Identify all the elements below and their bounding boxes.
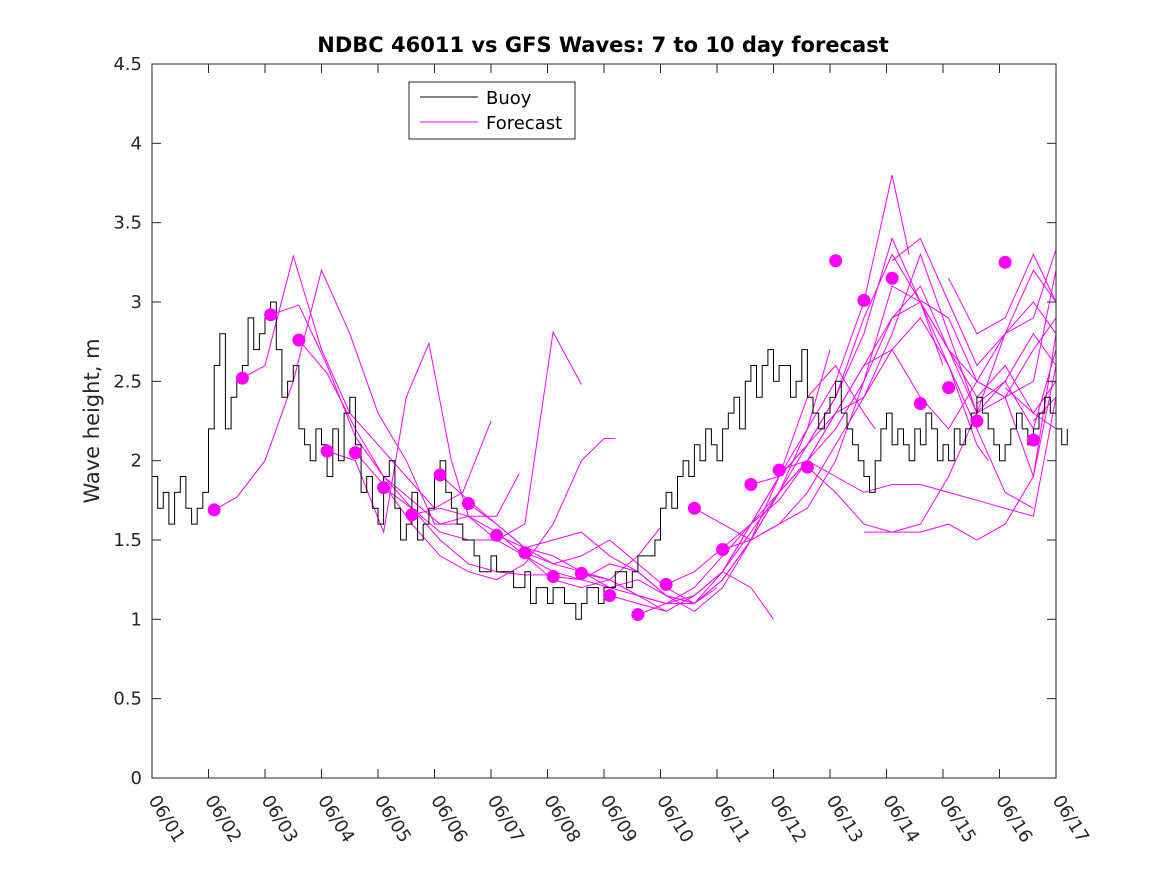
x-tick-label: 06/10 (652, 792, 697, 847)
forecast-marker (574, 566, 588, 580)
y-tick-label: 4 (131, 133, 142, 154)
forecast-marker (800, 460, 814, 474)
x-tick-label: 06/16 (991, 792, 1036, 847)
chart-title: NDBC 46011 vs GFS Waves: 7 to 10 day for… (317, 33, 888, 57)
x-tick-label: 06/13 (822, 792, 867, 847)
forecast-marker (433, 468, 447, 482)
forecast-marker (998, 255, 1012, 269)
forecast-line (468, 349, 831, 613)
x-tick-label: 06/11 (709, 792, 754, 847)
forecast-marker (744, 477, 758, 491)
x-tick-label: 06/07 (483, 792, 528, 847)
x-tick-label: 06/15 (935, 792, 980, 847)
forecast-line (609, 317, 1034, 612)
forecast-line (553, 237, 944, 604)
y-axis-label: Wave height, m (80, 338, 104, 503)
forecast-line (326, 330, 582, 541)
forecast-line (581, 253, 989, 612)
x-tick-label: 06/04 (313, 792, 358, 847)
forecast-line (524, 174, 910, 605)
forecast-marker (603, 589, 617, 603)
forecast-line (948, 253, 1057, 335)
forecast-line (750, 348, 1057, 485)
forecast-line (778, 397, 1057, 517)
plot-area (152, 174, 1068, 622)
y-tick-label: 3.5 (113, 213, 142, 234)
forecast-marker (885, 271, 899, 285)
forecast-marker (659, 577, 673, 591)
forecast-marker (857, 293, 871, 307)
x-tick-label: 06/08 (539, 792, 584, 847)
forecast-line (891, 237, 1057, 367)
y-tick-label: 4.5 (113, 54, 142, 75)
x-tick-label: 06/06 (426, 792, 471, 847)
y-tick-label: 2 (131, 451, 142, 472)
legend-box (408, 81, 576, 140)
x-tick-label: 06/09 (596, 792, 641, 847)
forecast-marker (1026, 433, 1040, 447)
forecast-line (665, 285, 1057, 585)
forecast-markers (207, 254, 1040, 622)
buoy-line-group (152, 301, 1068, 620)
forecast-line (270, 304, 520, 525)
forecast-line (807, 333, 1057, 541)
forecast-marker (207, 503, 221, 517)
legend-label-buoy: Buoy (486, 88, 532, 109)
forecast-line (242, 254, 492, 509)
x-tick-label: 06/14 (878, 792, 923, 847)
forecast-marker (405, 508, 419, 522)
forecast-marker (829, 254, 843, 268)
forecast-marker (772, 463, 786, 477)
forecast-line (1004, 387, 1057, 430)
forecast-marker (292, 333, 306, 347)
forecast-marker (716, 543, 730, 557)
forecast-marker (235, 371, 249, 385)
forecast-marker (942, 381, 956, 395)
y-tick-label: 1.5 (113, 530, 142, 551)
forecast-marker (320, 444, 334, 458)
forecast-line (496, 364, 876, 605)
legend: Buoy Forecast (408, 81, 576, 140)
x-tick-label: 06/01 (144, 792, 189, 847)
x-tick-label: 06/12 (765, 792, 810, 847)
forecast-marker (348, 446, 362, 460)
forecast-line (976, 332, 1057, 404)
y-tick-label: 1 (131, 609, 142, 630)
forecast-marker (687, 501, 701, 515)
forecast-line (637, 285, 1057, 616)
forecast-marker (264, 308, 278, 322)
y-tick-label: 2.5 (113, 371, 142, 392)
forecast-marker (377, 481, 391, 495)
forecast-marker (518, 546, 532, 560)
forecast-line (920, 299, 1057, 398)
axes-box (151, 63, 1057, 779)
forecast-marker (461, 497, 475, 511)
forecast-line (213, 268, 463, 525)
x-tick-label: 06/02 (200, 792, 245, 847)
x-tick-label: 06/17 (1048, 792, 1093, 847)
x-tick-label: 06/03 (257, 792, 302, 847)
y-tick-label: 0.5 (113, 689, 142, 710)
y-tick-label: 3 (131, 292, 142, 313)
buoy-line (152, 301, 1068, 620)
forecast-marker (631, 608, 645, 622)
y-tick-label: 0 (131, 768, 142, 789)
forecast-marker (970, 414, 984, 428)
forecast-marker (490, 528, 504, 542)
legend-label-forecast: Forecast (486, 113, 562, 134)
x-tick-label: 06/05 (370, 792, 415, 847)
forecast-marker (546, 569, 560, 583)
forecast-marker (913, 397, 927, 411)
forecast-line (355, 438, 616, 581)
forecast-lines (213, 174, 1057, 620)
axis-ticks: 0 0.5 1 1.5 2 2.5 3 3.5 4 4.5 06/01 06/02 06/03 06/04… (113, 54, 1093, 847)
